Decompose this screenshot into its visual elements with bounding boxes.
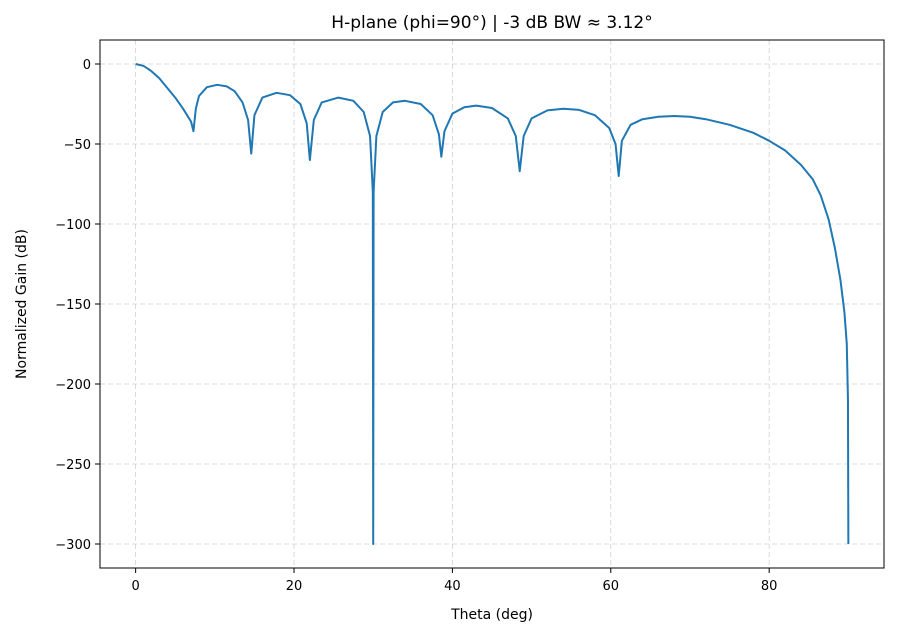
y-tick-label: −50: [64, 138, 91, 153]
x-axis-label: Theta (deg): [450, 607, 533, 623]
y-axis: 0 −50 −100 −150 −200 −250 −300: [55, 58, 100, 553]
y-tick-label: −200: [55, 378, 91, 393]
gain-series-line: [135, 63, 850, 545]
y-tick-label: 0: [83, 58, 91, 73]
y-tick-label: −100: [55, 218, 91, 233]
y-tick-label: −150: [55, 298, 91, 313]
chart-title: H-plane (phi=90°) | -3 dB BW ≈ 3.12°: [331, 13, 652, 33]
y-tick-label: −300: [55, 538, 91, 553]
x-tick-label: 20: [286, 579, 303, 594]
x-axis: 0 20 40 60 80: [131, 568, 777, 594]
x-tick-label: 0: [131, 579, 139, 594]
line-layer: [135, 63, 850, 545]
y-tick-label: −250: [55, 458, 91, 473]
x-tick-label: 80: [761, 579, 778, 594]
grid: [100, 40, 884, 568]
y-axis-label: Normalized Gain (dB): [14, 229, 30, 379]
x-tick-label: 40: [444, 579, 461, 594]
x-tick-label: 60: [603, 579, 620, 594]
